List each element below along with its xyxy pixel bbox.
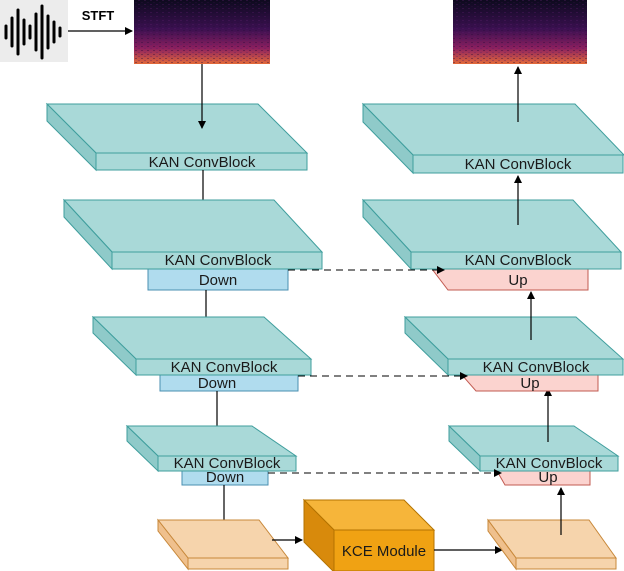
encoder-block-4: KAN ConvBlock Down (125, 424, 298, 486)
decoder-block-3-label: KAN ConvBlock (483, 359, 590, 376)
decoder-block-2: KAN ConvBlock Up (361, 198, 623, 291)
encoder-block-2: KAN ConvBlock Down (62, 198, 324, 291)
stft-label: STFT (82, 8, 115, 23)
encoder-block-1: KAN ConvBlock (45, 102, 309, 172)
encoder-block-3-label: KAN ConvBlock (171, 359, 278, 376)
encoder-block-2-label: KAN ConvBlock (165, 252, 272, 269)
up-label-1: Up (508, 272, 527, 289)
output-spectrogram (453, 0, 587, 64)
up-label-3: Up (538, 469, 557, 486)
encoder-block-1-label: KAN ConvBlock (149, 154, 256, 171)
up-label-2: Up (520, 375, 539, 392)
input-spectrogram (134, 0, 270, 64)
encoder-block-4-label: KAN ConvBlock (174, 455, 281, 472)
kce-module-label: KCE Module (342, 543, 426, 560)
decoder-block-4: KAN ConvBlock Up (447, 424, 620, 486)
down-label-1: Down (199, 272, 237, 289)
waveform-icon (0, 0, 68, 62)
decoder-block-1-label: KAN ConvBlock (465, 156, 572, 173)
bottleneck-output-slab (487, 518, 617, 571)
decoder-block-4-label: KAN ConvBlock (496, 455, 603, 472)
kce-module: KCE Module (302, 498, 436, 571)
bottleneck-input-slab (156, 518, 290, 571)
encoder-block-3: KAN ConvBlock Down (91, 315, 313, 392)
down-label-3: Down (206, 469, 244, 486)
decoder-block-2-label: KAN ConvBlock (465, 252, 572, 269)
decoder-block-3: KAN ConvBlock Up (403, 315, 624, 392)
down-label-2: Down (198, 375, 236, 392)
decoder-block-1: KAN ConvBlock (361, 102, 624, 175)
